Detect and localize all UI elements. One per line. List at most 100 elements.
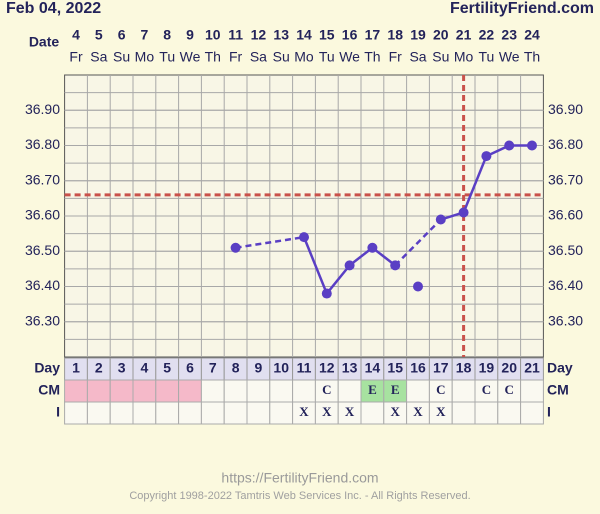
y-tick-label-right: 36.50 [548, 242, 583, 258]
cm-cell [223, 379, 248, 403]
day-number: 15 [387, 360, 403, 376]
chart-title: Feb 04, 2022 [6, 0, 101, 17]
date-number: 6 [118, 27, 126, 43]
cm-cell [109, 379, 134, 403]
date-number: 5 [95, 27, 103, 43]
intercourse-cell [360, 401, 385, 425]
temperature-segment [325, 264, 351, 295]
intercourse-mark: X [345, 404, 355, 419]
row-label-right: Day [547, 360, 573, 376]
day-number: 2 [95, 360, 103, 376]
day-number: 17 [433, 360, 449, 376]
weekday: We [499, 49, 520, 65]
weekday: Sa [250, 49, 267, 65]
temperature-point [299, 232, 309, 243]
row-label-right: CM [547, 382, 569, 398]
cm-value: C [436, 382, 445, 397]
weekday: Fr [389, 49, 403, 65]
cm-cell [520, 379, 544, 403]
footer-url: https://FertilityFriend.com [221, 470, 378, 486]
day-number: 6 [186, 360, 194, 376]
y-tick-label: 36.90 [25, 101, 60, 117]
temperature-point [527, 140, 537, 151]
day-number: 13 [342, 360, 358, 376]
date-number: 21 [456, 27, 472, 43]
day-number: 8 [232, 360, 240, 376]
intercourse-cell [520, 401, 544, 425]
date-number: 23 [501, 27, 517, 43]
intercourse-cell [109, 401, 134, 425]
intercourse-mark: X [322, 404, 332, 419]
date-number: 7 [141, 27, 149, 43]
intercourse-cell [200, 401, 225, 425]
cm-value: C [322, 382, 331, 397]
day-number: 18 [456, 360, 472, 376]
date-number: 13 [273, 27, 289, 43]
date-number: 17 [365, 27, 381, 43]
day-number: 7 [209, 360, 217, 376]
day-number: 4 [141, 360, 149, 376]
y-tick-label-right: 36.70 [548, 171, 583, 187]
temperature-segment [462, 155, 488, 213]
date-label: Date [29, 34, 60, 50]
temperature-segment [235, 235, 305, 249]
temperature-point [435, 214, 446, 225]
weekday: Th [205, 49, 221, 65]
weekday: We [180, 49, 201, 65]
intercourse-cell [155, 401, 180, 425]
cm-value: E [391, 382, 400, 397]
intercourse-mark: X [299, 404, 309, 419]
weekday: Fr [229, 49, 243, 65]
weekday: Mo [294, 49, 314, 65]
temperature-point [390, 260, 401, 271]
intercourse-cell [64, 401, 88, 425]
y-tick-label: 36.70 [25, 171, 60, 187]
y-tick-label: 36.50 [25, 242, 60, 258]
cm-cell [86, 379, 111, 403]
day-number: 12 [319, 360, 335, 376]
day-number: 1 [72, 360, 80, 376]
cm-cell [292, 379, 316, 403]
y-tick-label-right: 36.60 [548, 207, 583, 223]
date-number: 22 [479, 27, 495, 43]
weekday: Mo [454, 49, 474, 65]
day-number: 3 [118, 360, 126, 376]
cm-cell [246, 379, 271, 403]
day-number: 9 [255, 360, 263, 376]
temperature-point [481, 151, 492, 162]
temperature-point [230, 242, 241, 253]
day-number: 10 [273, 360, 289, 376]
intercourse-mark: X [391, 404, 401, 419]
cm-cell [269, 379, 294, 403]
y-tick-label: 36.80 [25, 136, 60, 152]
intercourse-cell [269, 401, 294, 425]
y-tick-label-right: 36.30 [548, 312, 583, 328]
intercourse-cell [86, 401, 111, 425]
cm-cell [337, 379, 362, 403]
cm-cell [451, 379, 476, 403]
copyright: Copyright 1998-2022 Tamtris Web Services… [129, 490, 470, 502]
temperature-point [458, 207, 469, 218]
temperature-point [367, 242, 378, 253]
date-number: 18 [387, 27, 403, 43]
weekday: Sa [90, 49, 107, 65]
day-number: 20 [501, 360, 517, 376]
y-tick-label-right: 36.90 [548, 101, 583, 117]
intercourse-cell [246, 401, 271, 425]
intercourse-cell [178, 401, 202, 425]
y-tick-label-right: 36.80 [548, 136, 583, 152]
date-number: 20 [433, 27, 449, 43]
weekday: Su [273, 49, 290, 65]
temperature-segment [394, 218, 442, 267]
day-number: 16 [410, 360, 426, 376]
temperature-point [344, 260, 355, 271]
site-name: FertilityFriend.com [450, 0, 594, 17]
date-number: 14 [296, 27, 312, 43]
weekday: Th [364, 49, 380, 65]
weekday: Su [113, 49, 130, 65]
date-number: 9 [186, 27, 194, 43]
weekday: Tu [319, 49, 335, 65]
weekday: We [339, 49, 360, 65]
weekday: Su [432, 49, 449, 65]
day-number: 5 [163, 360, 171, 376]
